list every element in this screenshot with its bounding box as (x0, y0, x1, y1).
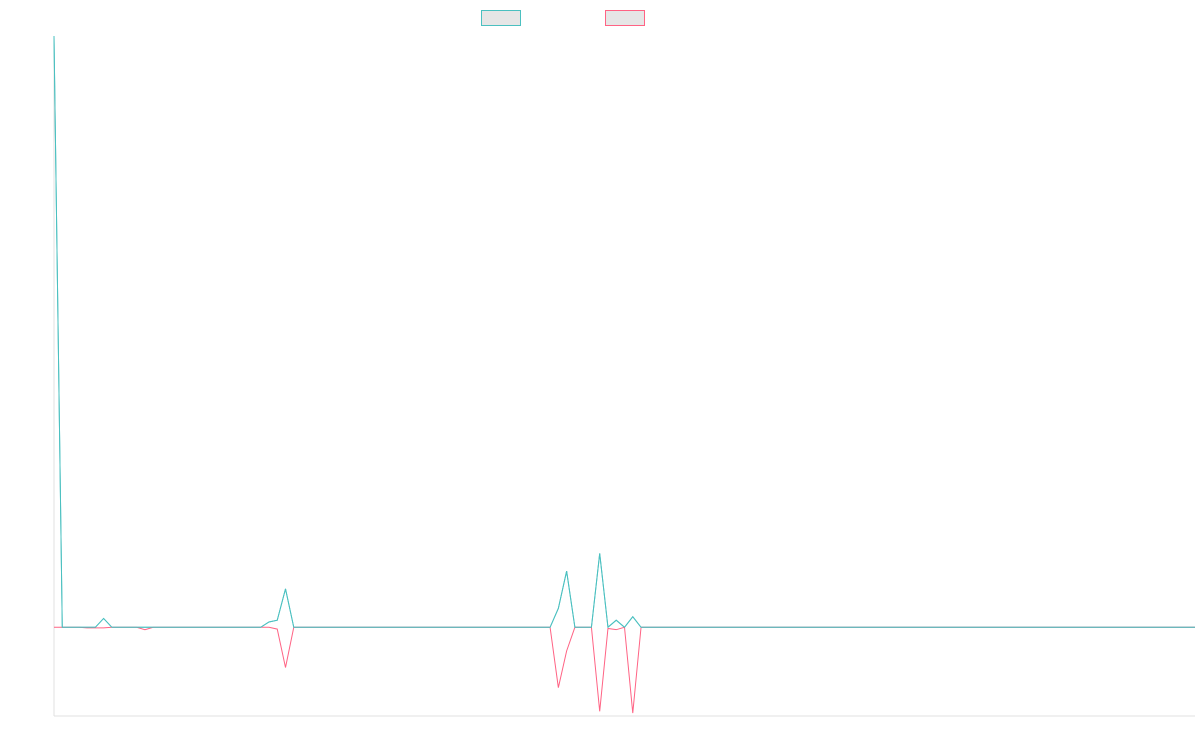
series-line-1-overlay (53, 35, 1195, 629)
legend-swatch-1[interactable] (481, 10, 521, 26)
plot-area (53, 35, 1195, 714)
legend (481, 10, 645, 26)
legend-swatch-2[interactable] (605, 10, 645, 26)
series-line-2 (54, 626, 1195, 714)
series-line-1 (53, 35, 1195, 629)
axes (53, 36, 1195, 717)
